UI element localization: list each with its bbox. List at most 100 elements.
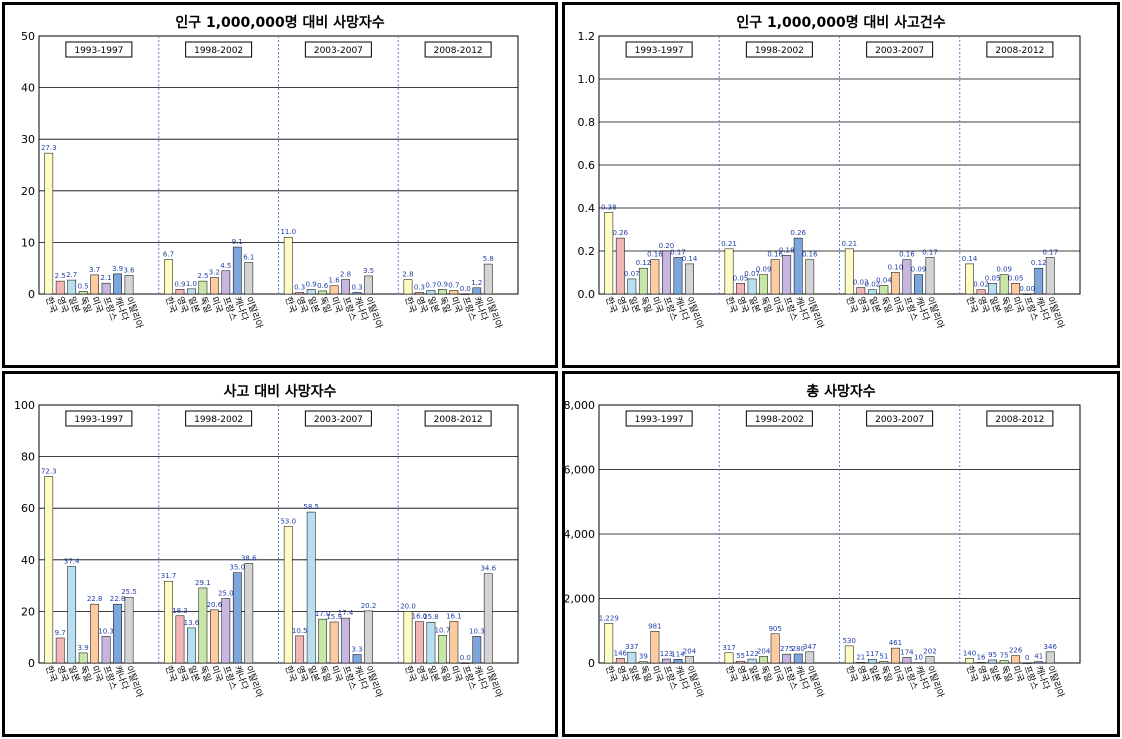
bar bbox=[44, 476, 54, 664]
data-label: 0.38 bbox=[601, 203, 617, 211]
data-label: 95 bbox=[988, 651, 997, 659]
y-tick-label: 0.6 bbox=[578, 159, 596, 172]
bar bbox=[988, 283, 997, 295]
y-tick-label: 80 bbox=[21, 451, 35, 464]
category-label: 한국 bbox=[964, 295, 980, 314]
bar bbox=[856, 662, 866, 664]
category-label: 독일 bbox=[998, 664, 1014, 683]
period-label-box: 2008-2012 bbox=[424, 410, 492, 427]
period-label-box: 1993-1997 bbox=[625, 41, 693, 58]
category-label: 미국 bbox=[769, 295, 785, 314]
category-label: 독일 bbox=[437, 295, 453, 314]
y-tick-label: 6,000 bbox=[565, 464, 595, 477]
period-label: 2008-2012 bbox=[434, 46, 483, 56]
bar bbox=[1034, 267, 1044, 295]
data-label: 0.14 bbox=[962, 255, 978, 263]
category-label: 영국 bbox=[975, 664, 991, 683]
data-label: 1.0 bbox=[186, 280, 197, 288]
category-label: 한국 bbox=[402, 295, 418, 314]
period-label-box: 2003-2007 bbox=[866, 41, 934, 58]
bar bbox=[770, 259, 780, 295]
category-label: 일본 bbox=[867, 295, 883, 314]
data-label: 317 bbox=[722, 644, 735, 652]
bar bbox=[187, 288, 196, 295]
data-label: 0.7 bbox=[425, 281, 436, 289]
bar bbox=[472, 287, 482, 295]
y-tick-label: 0 bbox=[588, 657, 595, 670]
period-label: 2003-2007 bbox=[314, 46, 363, 56]
data-label: 4.5 bbox=[220, 262, 231, 270]
data-label: 0.10 bbox=[888, 264, 904, 272]
data-label: 461 bbox=[889, 639, 902, 647]
period-label: 1993-1997 bbox=[635, 46, 684, 56]
data-label: 0.09 bbox=[756, 266, 772, 274]
bar bbox=[1022, 293, 1032, 295]
data-label: 0.16 bbox=[647, 251, 663, 259]
data-label: 0.17 bbox=[922, 248, 938, 256]
data-label: 22.8 bbox=[110, 595, 126, 603]
data-label: 2.5 bbox=[197, 272, 208, 280]
data-label: 3.5 bbox=[363, 267, 374, 275]
data-label: 346 bbox=[1044, 643, 1058, 651]
data-label: 0.16 bbox=[802, 251, 818, 259]
data-label: 9.1 bbox=[232, 238, 243, 246]
data-label: 0.26 bbox=[790, 229, 806, 237]
bar bbox=[221, 598, 231, 664]
bar bbox=[759, 656, 769, 664]
bar bbox=[988, 659, 997, 664]
bar bbox=[914, 274, 923, 295]
data-label: 17.4 bbox=[338, 609, 354, 617]
data-label: 280 bbox=[792, 645, 805, 653]
category-label: 독일 bbox=[317, 664, 333, 683]
category-label: 미국 bbox=[890, 664, 906, 683]
bar bbox=[55, 280, 65, 295]
bar bbox=[879, 661, 889, 664]
data-label: 0 bbox=[1025, 654, 1029, 662]
chart-panel-accidents-per-million: 인구 1,000,000명 대비 사고건수 0.0 0.2 0.4 0.6 0.8 1.0 1… bbox=[562, 2, 1120, 368]
y-tick-label: 0.8 bbox=[578, 116, 596, 129]
period-label-box: 2008-2012 bbox=[986, 410, 1054, 427]
bar bbox=[650, 259, 660, 295]
data-label: 0.07 bbox=[624, 270, 640, 278]
data-label: 275 bbox=[780, 645, 793, 653]
data-label: 0.02 bbox=[865, 281, 881, 289]
bar bbox=[198, 280, 208, 295]
bar bbox=[318, 618, 328, 664]
bar bbox=[306, 289, 316, 295]
bar bbox=[44, 152, 54, 295]
period-label-box: 2003-2007 bbox=[304, 410, 372, 427]
category-label: 독일 bbox=[758, 664, 774, 683]
period-label-box: 1998-2002 bbox=[745, 410, 813, 427]
bar bbox=[329, 621, 339, 664]
period-label-box: 2003-2007 bbox=[866, 410, 934, 427]
data-label: 55 bbox=[736, 652, 745, 660]
chart-panel-deaths-per-million: 인구 1,000,000명 대비 사망자수 0 10 20 30 40 50 1993-199… bbox=[2, 2, 558, 368]
data-label: 0.02 bbox=[973, 281, 989, 289]
category-label: 영국 bbox=[414, 295, 430, 314]
bar bbox=[1045, 257, 1055, 295]
bar bbox=[283, 526, 293, 664]
bar bbox=[415, 292, 424, 295]
data-label: 530 bbox=[843, 637, 856, 645]
y-tick-label: 0 bbox=[28, 657, 35, 670]
chart-title: 인구 1,000,000명 대비 사고건수 bbox=[736, 14, 945, 31]
data-label: 0.21 bbox=[841, 240, 857, 248]
bar bbox=[1034, 661, 1044, 664]
category-label: 한국 bbox=[723, 295, 739, 314]
bar bbox=[78, 652, 88, 664]
data-label: 16.0 bbox=[412, 613, 428, 621]
bar bbox=[175, 289, 185, 295]
bar bbox=[673, 257, 683, 295]
bar bbox=[662, 658, 671, 664]
period-label-box: 1993-1997 bbox=[65, 41, 133, 58]
y-tick-label: 0.2 bbox=[578, 245, 596, 258]
bar bbox=[890, 647, 900, 664]
bar bbox=[187, 627, 196, 664]
category-label: 영국 bbox=[855, 664, 871, 683]
bar bbox=[113, 603, 122, 664]
data-label: 0.14 bbox=[682, 255, 698, 263]
data-label: 21 bbox=[856, 653, 865, 661]
bar bbox=[364, 610, 373, 664]
data-label: 11.0 bbox=[280, 228, 296, 236]
category-label: 미국 bbox=[769, 664, 785, 683]
